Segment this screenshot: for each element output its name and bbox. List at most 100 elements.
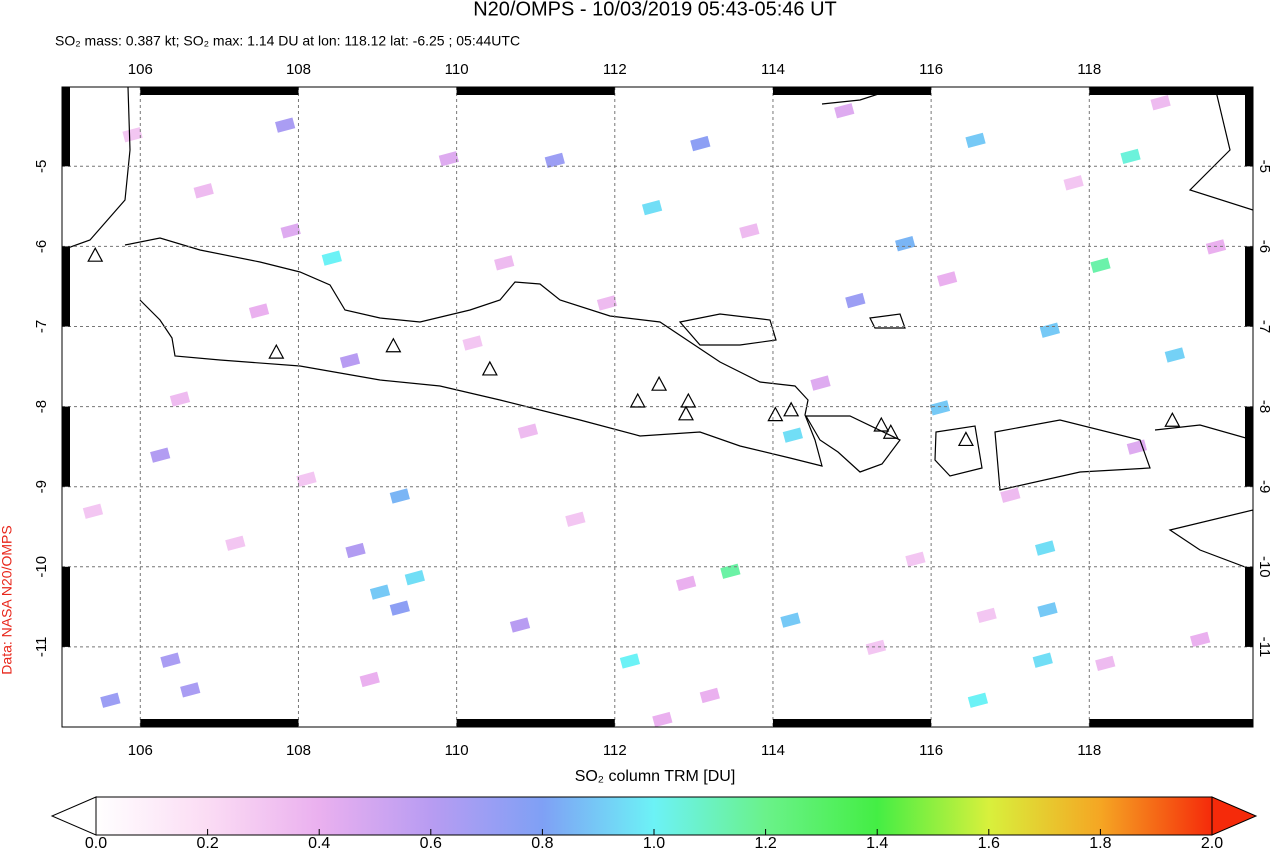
so2-cell <box>1032 652 1053 668</box>
so2-cell <box>389 488 410 504</box>
border-segment <box>140 719 299 727</box>
so2-cell <box>193 183 214 199</box>
so2-cell <box>359 671 380 688</box>
coastline <box>62 87 131 251</box>
y-tick-label: -5 <box>33 160 50 173</box>
x-tick-label: 106 <box>128 742 153 759</box>
border-segment <box>456 87 615 95</box>
so2-cell <box>565 511 586 527</box>
volcano <box>677 405 694 421</box>
so2-cell <box>780 612 801 628</box>
colorbar-tick-label: 2.0 <box>1201 835 1223 852</box>
so2-cell <box>1126 439 1147 455</box>
so2-cell <box>834 103 855 119</box>
so2-cell <box>248 303 270 319</box>
coastline <box>678 313 777 346</box>
border-segment <box>1089 87 1253 95</box>
colorbar-low-arrow <box>50 796 97 836</box>
so2-cell <box>865 639 887 656</box>
y-tick-label: -5 <box>1256 160 1272 173</box>
so2-cell <box>296 471 317 487</box>
so2-cell <box>462 335 483 351</box>
so2-cell <box>494 255 515 271</box>
so2-cell <box>895 236 916 252</box>
subtitle: SO₂ mass: 0.387 kt; SO₂ max: 1.14 DU at … <box>55 33 520 49</box>
border-segment <box>62 566 70 647</box>
x-tick-label: 118 <box>1077 742 1101 759</box>
colorbar-tick-label: 0.2 <box>196 835 218 852</box>
so2-cell <box>720 563 741 579</box>
so2-cell <box>596 295 618 311</box>
volcano <box>767 406 784 422</box>
border-segment <box>1245 87 1253 167</box>
so2-cell <box>675 575 697 591</box>
y-tick-label: -10 <box>33 556 50 578</box>
colorbar-tick-label: 0.8 <box>531 835 553 852</box>
coastline <box>934 425 983 477</box>
y-tick-label: -6 <box>1256 240 1272 253</box>
border-segment <box>1245 406 1253 487</box>
so2-cell <box>1063 175 1084 191</box>
border-segment <box>62 87 70 167</box>
coastline <box>804 415 901 473</box>
so2-cell <box>652 711 673 727</box>
so2-cell <box>690 135 711 152</box>
so2-cell <box>1150 95 1171 111</box>
so2-cell <box>369 584 391 600</box>
so2-cell <box>1090 257 1111 273</box>
credit: Data: NASA N20/OMPS <box>0 525 15 674</box>
volcano <box>882 423 899 439</box>
so2-cell <box>1035 540 1056 556</box>
x-tick-label: 112 <box>603 61 627 78</box>
so2-cell <box>438 151 459 167</box>
title: N20/OMPS - 10/03/2019 05:43-05:46 UT <box>473 0 837 20</box>
x-tick-label: 110 <box>445 61 469 78</box>
border-segment <box>1245 566 1253 647</box>
so2-cell <box>976 607 997 623</box>
volcano <box>268 343 285 359</box>
cell-layer <box>82 95 1227 727</box>
so2-cell <box>404 570 425 586</box>
so2-cell <box>905 551 926 567</box>
volcano <box>873 416 890 432</box>
so2-cell <box>225 535 246 551</box>
y-tick-label: -6 <box>33 240 50 253</box>
y-tick-label: -9 <box>33 480 50 493</box>
so2-cell <box>275 117 296 133</box>
so2-cell <box>782 427 803 443</box>
y-tick-label: -7 <box>33 320 50 333</box>
so2-cell <box>389 600 410 616</box>
y-tick-label: -7 <box>1256 320 1272 333</box>
y-tick-label: -10 <box>1256 556 1272 578</box>
coastline <box>124 237 823 467</box>
so2-cell <box>345 542 366 559</box>
so2-cell <box>169 391 191 407</box>
x-tick-label: 108 <box>286 742 311 759</box>
volcano <box>481 360 498 376</box>
so2-cell <box>619 653 641 669</box>
y-tick-label: -9 <box>1256 480 1272 493</box>
x-tick-label: 114 <box>761 61 785 78</box>
volcano <box>1164 411 1181 427</box>
so2-cell <box>100 692 121 708</box>
coastline <box>869 313 906 329</box>
border-segment <box>772 87 932 95</box>
border-segment <box>1245 246 1253 327</box>
volcano <box>957 431 974 447</box>
colorbar-tick-label: 1.8 <box>1089 835 1111 852</box>
so2-cell <box>845 292 866 309</box>
so2-cell <box>339 352 361 369</box>
x-tick-label: 116 <box>919 61 943 78</box>
colorbar-label: SO₂ column TRM [DU] <box>575 768 736 785</box>
x-tick-label: 110 <box>445 742 469 759</box>
colorbar-high-arrow <box>1211 796 1258 836</box>
so2-cell <box>1000 487 1021 503</box>
colorbar-tick-label: 0.6 <box>420 835 442 852</box>
so2-cell <box>180 682 201 698</box>
frame <box>61 86 1254 728</box>
colorbar-tick-label: 1.4 <box>866 835 888 852</box>
so2-cell <box>160 652 181 668</box>
so2-cell <box>936 271 958 287</box>
so2-cell <box>965 132 986 148</box>
volcano <box>87 246 104 262</box>
